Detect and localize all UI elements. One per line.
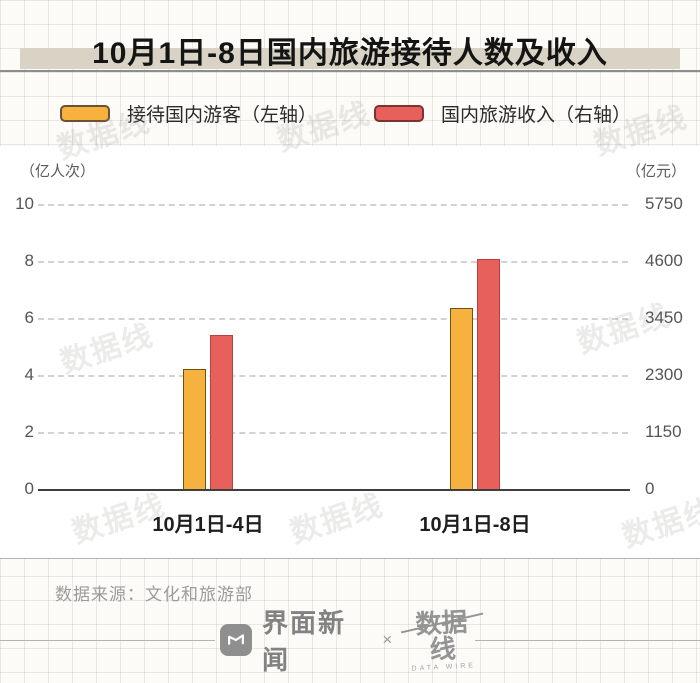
left-axis-tick: 10: [15, 194, 34, 213]
watermark-stamp: 数据线: [618, 492, 700, 554]
right-axis-tick: 2300: [645, 365, 683, 384]
footer-right-rule: [475, 640, 700, 641]
left-axis-unit: （亿人次）: [20, 163, 96, 180]
right-axis-tick: 1150: [645, 422, 682, 441]
footer-left-rule: [0, 640, 215, 641]
revenue-legend-label: 国内旅游收入（右轴）: [441, 105, 632, 126]
bar-visitors-group1: [183, 369, 206, 490]
datawire-logo: 数据线 DATA WIRE: [401, 606, 484, 673]
bar-revenue-group1: [210, 335, 233, 490]
gridline: [38, 261, 628, 263]
left-axis-tick: 4: [24, 365, 34, 384]
jiemian-logo-icon: [220, 624, 252, 656]
bar-revenue-group2: [477, 259, 500, 490]
jiemian-brand-label: 界面新闻: [262, 608, 347, 675]
visitors-legend-swatch: [60, 105, 110, 122]
left-axis-tick: 8: [24, 251, 34, 270]
legend-item-revenue: 国内旅游收入（右轴）: [374, 100, 631, 127]
x-axis-baseline: [38, 489, 630, 491]
right-axis-tick: 3450: [645, 308, 683, 327]
left-axis-tick: 0: [24, 479, 34, 498]
footer-brands: 界面新闻 × 数据线 DATA WIRE: [220, 606, 484, 675]
right-axis-tick: 4600: [645, 251, 683, 270]
page-title: 10月1日-8日国内旅游接待人数及收入: [92, 37, 608, 70]
gridline: [38, 318, 628, 320]
plot-area: 数据线 数据线 数据线 数据线 数据线 数据线 数据线 数据线: [0, 97, 700, 558]
bar-visitors-group2: [450, 308, 473, 490]
visitors-legend-label: 接待国内游客（左轴）: [127, 105, 318, 126]
gridline: [38, 375, 628, 377]
right-axis-unit: （亿元）: [625, 163, 686, 180]
watermark-stamp: 数据线: [56, 318, 158, 380]
title-highlight-band: [20, 48, 680, 69]
brand-separator: ×: [382, 630, 393, 649]
category-label-1: 10月1日-4日: [152, 514, 264, 536]
left-axis-tick: 2: [24, 422, 34, 441]
data-source: 数据来源：文化和旅游部: [55, 585, 253, 604]
revenue-legend-swatch: [374, 105, 424, 122]
gridline: [38, 432, 628, 434]
right-axis-tick: 5750: [645, 194, 683, 213]
legend-item-visitors: 接待国内游客（左轴）: [60, 100, 317, 127]
category-label-2: 10月1日-8日: [419, 514, 531, 536]
gridline: [38, 204, 628, 206]
left-axis-tick: 6: [24, 308, 34, 327]
source-divider: [0, 558, 700, 559]
header-divider: [0, 70, 700, 72]
right-axis-tick: 0: [645, 479, 655, 498]
